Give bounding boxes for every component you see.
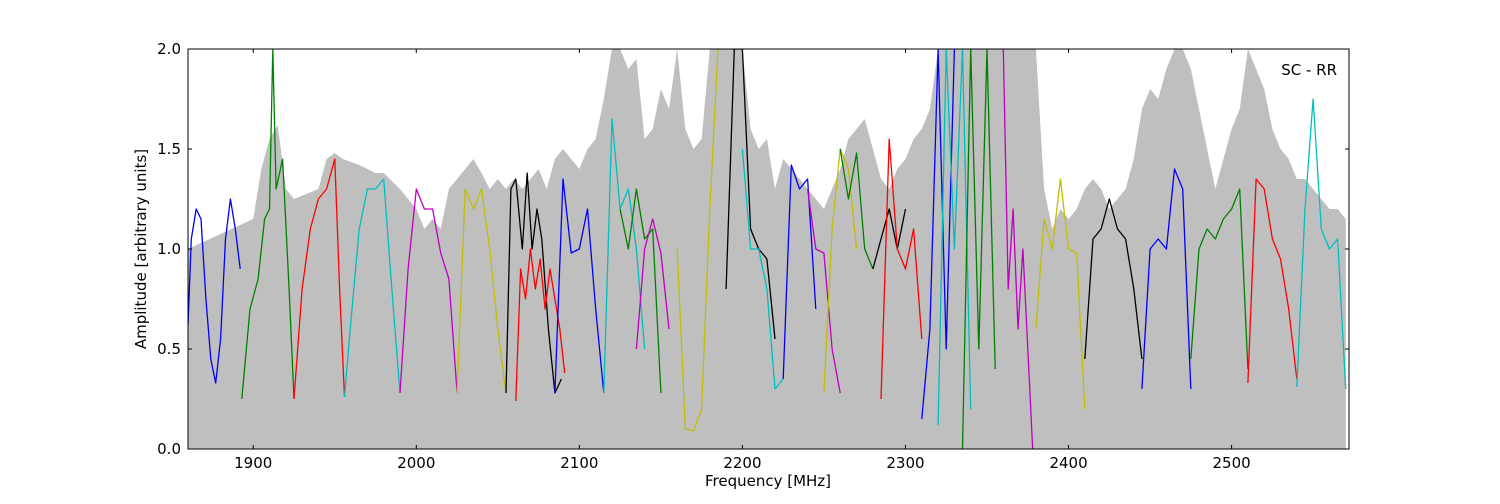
plot-clip-group xyxy=(188,49,1347,449)
series-line-1 xyxy=(188,198,241,384)
series-line-24 xyxy=(961,49,996,449)
series-line-25 xyxy=(1002,49,1034,449)
series-line-3 xyxy=(293,158,346,400)
chart-annotation: SC - RR xyxy=(1281,61,1337,79)
series-line-26 xyxy=(1035,178,1086,410)
series-line-16 xyxy=(782,164,817,380)
series-line-5 xyxy=(399,188,458,394)
series-line-13 xyxy=(676,49,719,432)
series-line-4 xyxy=(343,178,401,398)
series-line-22 xyxy=(921,49,956,420)
x-tick-label: 2200 xyxy=(723,454,761,472)
series-line-7 xyxy=(505,172,562,394)
y-axis-label: Amplitude [arbitrary units] xyxy=(132,149,150,349)
series-line-31 xyxy=(1296,98,1347,390)
series-line-21 xyxy=(880,138,923,400)
series-line-10 xyxy=(603,118,646,394)
series-line-14 xyxy=(725,49,776,340)
x-tick-label: 2000 xyxy=(397,454,435,472)
series-line-27 xyxy=(1084,198,1143,360)
series-line-19 xyxy=(839,148,874,270)
series-line-9 xyxy=(554,178,605,394)
x-axis-label: Frequency [MHz] xyxy=(705,472,831,490)
y-tick-label: 0.0 xyxy=(157,440,181,458)
series-line-29 xyxy=(1190,188,1249,370)
axes: 1900 2000 2100 2200 2300 2400 2500 0.0 0.5 1.0 1.5… xyxy=(157,40,1350,472)
y-tick-label: 1.0 xyxy=(157,240,181,258)
y-tick-label: 0.5 xyxy=(157,340,181,358)
series-line-23 xyxy=(937,49,972,426)
x-tick-label: 1900 xyxy=(234,454,272,472)
y-tick-label: 1.5 xyxy=(157,140,181,158)
plot-area xyxy=(188,49,1347,449)
series-line-30 xyxy=(1247,178,1298,384)
series-line-20 xyxy=(872,208,907,270)
series-line-28 xyxy=(1141,168,1192,390)
series-line-2 xyxy=(241,49,295,400)
series-line-11 xyxy=(619,188,662,394)
x-tick-label: 2400 xyxy=(1049,454,1087,472)
series-line-17 xyxy=(806,188,841,394)
series-line-8 xyxy=(515,248,566,402)
y-tick-label: 2.0 xyxy=(157,40,181,58)
x-tick-label: 2100 xyxy=(560,454,598,472)
x-tick-label: 2300 xyxy=(886,454,924,472)
series-line-6 xyxy=(456,188,507,394)
x-tick-label: 2500 xyxy=(1213,454,1251,472)
series-line-15 xyxy=(741,148,784,390)
series-line-12 xyxy=(635,218,670,350)
envelope-band xyxy=(188,49,1346,449)
